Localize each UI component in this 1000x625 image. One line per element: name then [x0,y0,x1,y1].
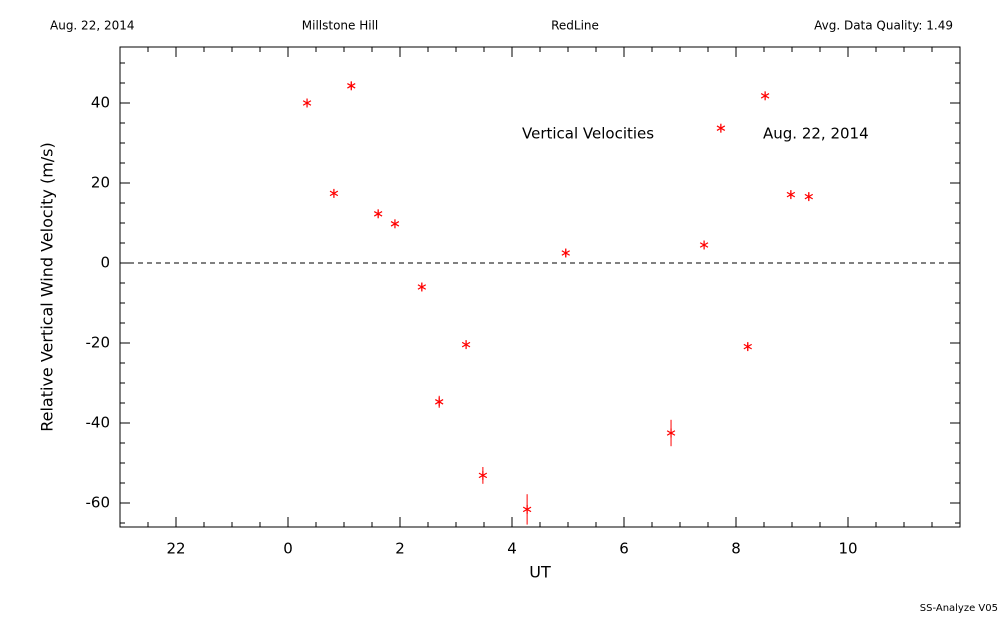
y-tick-label: -40 [86,414,111,432]
point [478,470,488,480]
point-stroke [716,125,726,131]
y-tick-label: -20 [86,334,111,352]
y-axis-label: Relative Vertical Wind Velocity (m/s) [38,142,57,432]
x-axis-label: UT [529,563,551,582]
footer: SS-Analyze V05 [920,603,998,614]
header-quality: Avg. Data Quality: 1.49 [814,19,953,33]
point [302,98,312,108]
point [760,91,770,101]
point [561,248,570,258]
point-stroke [666,430,676,436]
x-tick-label: 22 [166,540,185,558]
header-line: RedLine [551,19,599,33]
point-stroke [760,93,770,99]
y-tick-label: 0 [100,254,110,272]
point-stroke [561,250,570,256]
point-stroke [699,242,709,248]
point [461,340,471,350]
x-tick-label: 0 [283,540,293,558]
point-stroke [390,221,400,227]
point [434,397,444,407]
point-stroke [786,191,796,198]
point-stroke [373,211,383,217]
point [666,428,676,438]
header-site: Millstone Hill [302,19,378,33]
x-tick-label: 2 [395,540,405,558]
y-tick-label: 20 [91,174,110,192]
point [699,240,709,250]
plot-frame [119,46,961,528]
point-stroke [804,193,814,200]
point [786,190,796,200]
annotation: Aug. 22, 2014 [763,125,869,143]
point [804,192,814,202]
x-tick-label: 8 [731,540,741,558]
y-tick-label: -60 [86,494,111,512]
point [522,504,532,514]
point [716,123,726,133]
point-stroke [347,83,356,89]
point-stroke [461,341,471,348]
point [417,282,427,292]
point-stroke [417,284,427,290]
point [390,219,400,229]
annotation: Vertical Velocities [522,125,654,143]
x-tick-label: 4 [507,540,517,558]
point [373,209,383,219]
point-stroke [434,399,444,405]
point-stroke [522,506,532,513]
point-stroke [478,472,488,479]
point [743,342,752,352]
point-stroke [302,100,312,106]
y-tick-label: 40 [91,94,110,112]
header-date: Aug. 22, 2014 [50,19,135,33]
x-tick-label: 6 [619,540,629,558]
point [329,188,339,198]
x-tick-label: 10 [838,540,857,558]
point-stroke [743,343,752,350]
point [347,81,356,91]
point-stroke [329,190,339,197]
